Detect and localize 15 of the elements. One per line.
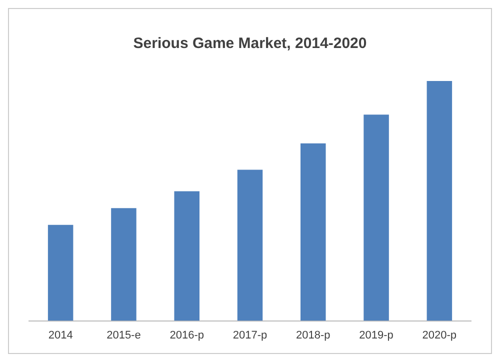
x-tick-label: 2014 <box>48 329 73 342</box>
x-tick-label: 2020-p <box>422 329 457 342</box>
x-tick-label: 2015-e <box>106 329 141 342</box>
x-tick-label: 2016-p <box>170 329 204 342</box>
bar <box>111 208 136 321</box>
bar <box>237 170 263 321</box>
x-tick-label: 2017-p <box>232 329 268 342</box>
x-tick-label: 2018-p <box>296 329 330 342</box>
bar <box>174 191 200 321</box>
bar <box>364 114 389 321</box>
x-tick-label: 2019-p <box>359 329 394 342</box>
bar <box>48 224 74 321</box>
bar <box>300 143 326 321</box>
bar <box>426 81 452 321</box>
chart-title: Serious Game Market, 2014-2020 <box>133 35 367 52</box>
